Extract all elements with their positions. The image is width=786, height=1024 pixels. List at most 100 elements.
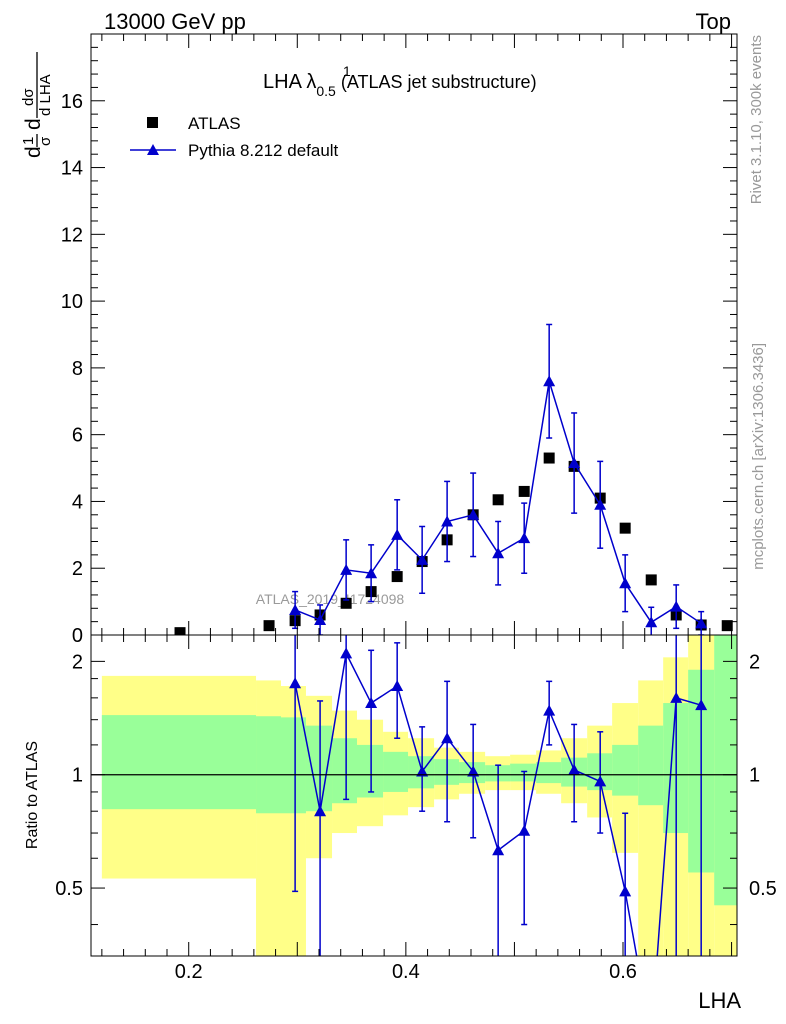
band-inner-bin: [281, 717, 306, 814]
band-inner-bin: [714, 635, 737, 906]
plot-title-main: LHA λ: [263, 71, 316, 93]
ratio-pythia-point: [340, 647, 353, 659]
atlas-point: [518, 485, 530, 497]
pythia-point: [695, 617, 708, 629]
ratio-plot-content: [289, 635, 708, 956]
ratio-ytick-label-right: 1: [749, 765, 760, 787]
atlas-point: [263, 620, 275, 632]
ratio-ylabel: Ratio to ATLAS: [24, 741, 41, 849]
main-ytick-label: 4: [72, 491, 83, 513]
band-inner-bin: [256, 716, 281, 814]
legend-atlas-marker: [147, 117, 158, 128]
pythia-point: [416, 553, 429, 565]
atlas-point: [721, 620, 733, 632]
ratio-axes: 0.5 0.5 1 1 2 2 0.2 0.4 0.6: [55, 635, 777, 983]
pythia-point: [314, 613, 327, 625]
main-panel: ATLAS_2019_I1724098 0 2 4 6 8 10 12 14 16 LHA λ0…: [20, 33, 738, 647]
ratio-panel: 0.5 0.5 1 1 2 2 0.2 0.4 0.6 Ratio to ATLAS LHA: [24, 634, 777, 1013]
atlas-point: [340, 597, 352, 609]
band-inner-bin: [510, 763, 537, 782]
header-left: 13000 GeV pp: [104, 9, 246, 34]
main-ytick-label: 14: [61, 158, 83, 180]
pythia-point: [391, 528, 404, 540]
plot-title-sub: 0.5: [316, 83, 336, 99]
ratio-pythia-point: [391, 680, 404, 692]
main-ytick-label: 12: [61, 224, 83, 246]
ratio-bands: [101, 635, 737, 956]
ylabel-d1: d: [22, 146, 45, 158]
main-ytick-label: 0: [72, 625, 83, 647]
main-ytick-label: 2: [72, 558, 83, 580]
pythia-point: [543, 375, 556, 387]
atlas-point: [543, 452, 555, 464]
xtick-label: 0.4: [392, 961, 420, 983]
ratio-pythia-point: [695, 699, 708, 711]
pythia-point: [467, 508, 480, 520]
header-right: Top: [696, 9, 731, 34]
legend-pythia-label: Pythia 8.212 default: [188, 141, 339, 160]
pythia-point: [441, 515, 454, 527]
ylabel-sigma: σ: [37, 136, 54, 146]
main-ylabel: d 1 σ d dσ d LHA: [20, 52, 54, 158]
main-plot-content: [174, 323, 733, 635]
ylabel-dlha: d LHA: [37, 74, 54, 116]
atlas-point: [174, 627, 186, 635]
pythia-point: [492, 547, 505, 559]
rivet-label: Rivet 3.1.10, 300k events: [748, 35, 765, 204]
pythia-point: [670, 600, 683, 612]
pythia-point: [365, 567, 378, 579]
ratio-ytick-label-right: 2: [749, 651, 760, 673]
atlas-point: [619, 522, 631, 534]
ratio-ytick-label-right: 0.5: [749, 878, 777, 900]
ratio-pythia-point: [492, 844, 505, 856]
main-ytick-label: 6: [72, 425, 83, 447]
atlas-point: [645, 574, 657, 586]
band-inner-bin: [612, 744, 639, 796]
band-inner-bin: [383, 751, 409, 792]
band-inner-bin: [332, 738, 357, 804]
ratio-pythia-point: [289, 677, 302, 689]
band-inner-bin: [536, 762, 562, 784]
ratio-pythia-point: [619, 885, 632, 897]
ylabel-one: 1: [20, 137, 37, 145]
ratio-frame: [90, 634, 738, 957]
ratio-pythia-point: [441, 732, 454, 744]
main-ytick-label: 16: [61, 91, 83, 113]
main-ytick-label: 8: [72, 358, 83, 380]
ylabel-dsigma: dσ: [20, 88, 37, 106]
ratio-pythia-point: [568, 763, 581, 775]
xaxis-label: LHA: [698, 988, 741, 1013]
xtick-label: 0.2: [175, 961, 203, 983]
band-inner-bin: [101, 715, 257, 810]
main-axes: 0 2 4 6 8 10 12 14 16: [61, 34, 737, 647]
pythia-point: [594, 498, 607, 510]
band-inner-bin: [638, 725, 664, 806]
legend-atlas-label: ATLAS: [188, 114, 241, 133]
plot-title-sup: 1: [343, 63, 351, 79]
plot-title: LHA λ0.5 (ATLAS jet substructure): [263, 71, 537, 99]
pythia-point: [289, 603, 302, 615]
ratio-ytick-label: 2: [72, 651, 83, 673]
main-ytick-label: 10: [61, 291, 83, 313]
pythia-point: [568, 457, 581, 469]
ratio-pythia-point: [314, 805, 327, 817]
pythia-point: [518, 532, 531, 544]
ratio-pythia-point: [365, 697, 378, 709]
plot-title-rest: (ATLAS jet substructure): [336, 72, 537, 92]
pythia-point: [645, 616, 658, 628]
legend: ATLAS Pythia 8.212 default: [130, 114, 339, 160]
ratio-ytick-label: 0.5: [55, 878, 83, 900]
ratio-ytick-label: 1: [72, 765, 83, 787]
xtick-label: 0.6: [609, 961, 637, 983]
band-inner-bin: [305, 725, 333, 812]
legend-pythia-marker: [147, 144, 159, 155]
watermark: ATLAS_2019_I1724098: [256, 591, 405, 607]
ratio-pythia-point: [467, 765, 480, 777]
ratio-pythia-point: [543, 704, 556, 716]
atlas-point: [492, 494, 504, 506]
band-inner-bin: [357, 744, 384, 798]
atlas-point: [391, 571, 403, 583]
mcplots-label: mcplots.cern.ch [arXiv:1306.3436]: [750, 343, 767, 570]
ratio-pythia-point: [518, 824, 531, 836]
